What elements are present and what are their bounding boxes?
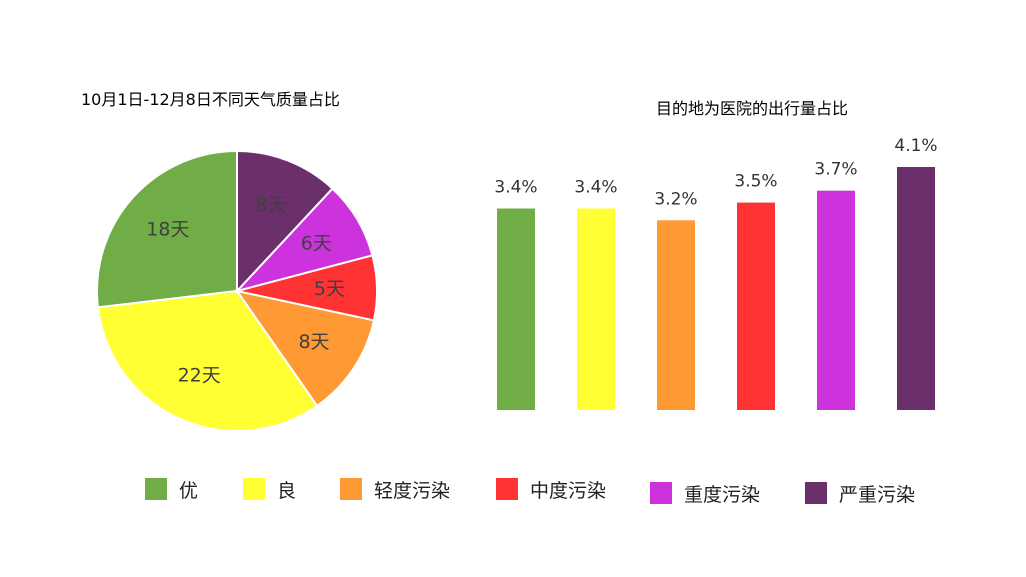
legend-item-moderate-pollution: 中度污染 — [496, 474, 606, 504]
bar-label-you: 3.4% — [494, 178, 537, 198]
pie-label-heavy-pollution: 6天 — [301, 233, 332, 255]
pie-slice-you — [96, 149, 238, 309]
bar-label-liang: 3.4% — [574, 178, 617, 198]
bar-moderate-pollution — [737, 202, 775, 410]
legend-label-heavy-pollution: 重度污染 — [684, 483, 761, 506]
legend-label-liang: 良 — [277, 479, 297, 502]
pie-label-you: 18天 — [146, 219, 189, 241]
legend-swatch-heavy-pollution — [650, 482, 672, 504]
bar-liang — [577, 208, 615, 410]
bar-you — [497, 208, 535, 410]
legend-item-liang: 良 — [243, 474, 296, 504]
legend-item-severe-pollution: 严重污染 — [805, 478, 915, 508]
legend-label-severe-pollution: 严重污染 — [839, 483, 916, 506]
pie-chart-title: 10月1日-12月8日不同天气质量占比 — [81, 90, 340, 109]
bar-label-heavy-pollution: 3.7% — [814, 160, 857, 180]
bar-chart-title: 目的地为医院的出行量占比 — [656, 99, 849, 118]
pie-label-moderate-pollution: 5天 — [314, 278, 345, 300]
bar-light-pollution — [657, 220, 695, 410]
legend-swatch-light-pollution — [340, 478, 362, 500]
pie-slice-liang — [96, 289, 319, 432]
bar-label-light-pollution: 3.2% — [654, 189, 697, 209]
legend-label-you: 优 — [179, 479, 199, 502]
pie-slice-severe-pollution — [236, 149, 334, 294]
pie-label-severe-pollution: 8天 — [255, 194, 286, 216]
legend-item-you: 优 — [145, 474, 198, 504]
legend-label-moderate-pollution: 中度污染 — [530, 479, 607, 502]
legend: 优 良 轻度污染 中度污染 重度污染 严重污染 — [0, 474, 1026, 514]
legend-label-light-pollution: 轻度污染 — [374, 479, 451, 502]
legend-swatch-liang — [243, 478, 265, 500]
legend-swatch-moderate-pollution — [496, 478, 518, 500]
bar-label-severe-pollution: 4.1% — [894, 136, 937, 156]
legend-item-heavy-pollution: 重度污染 — [650, 478, 760, 508]
pie-label-liang: 22天 — [178, 364, 221, 386]
bar-heavy-pollution — [817, 190, 855, 410]
pie-label-light-pollution: 8天 — [298, 331, 329, 353]
legend-swatch-severe-pollution — [805, 482, 827, 504]
bar-severe-pollution — [897, 167, 935, 410]
legend-item-light-pollution: 轻度污染 — [340, 474, 450, 504]
pie-slice-light-pollution — [234, 289, 376, 408]
legend-swatch-you — [145, 478, 167, 500]
bar-label-moderate-pollution: 3.5% — [734, 172, 777, 192]
